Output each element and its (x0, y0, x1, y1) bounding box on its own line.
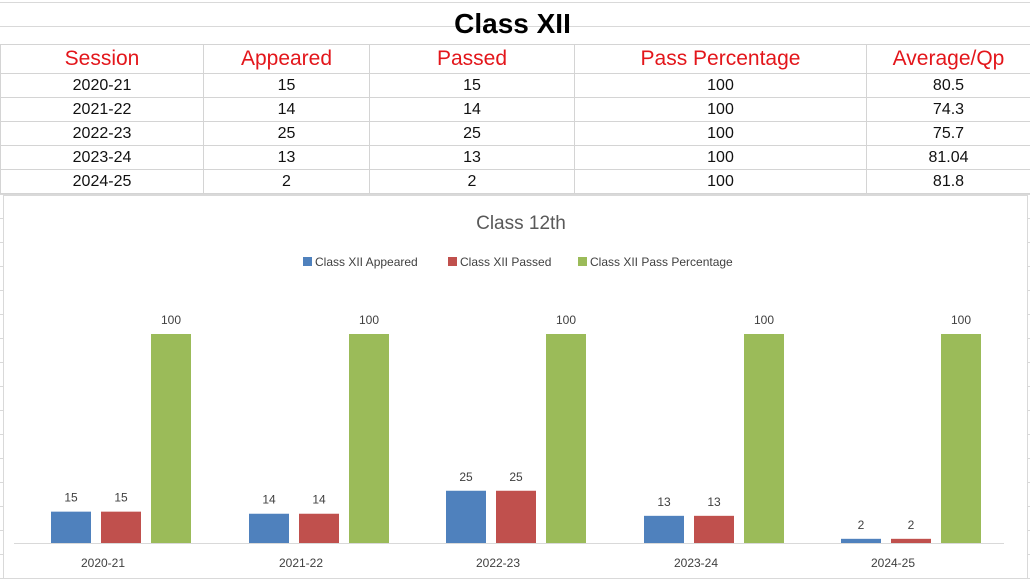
chart-bars (51, 334, 981, 543)
data-label-2020-21-series-3: 100 (161, 313, 181, 327)
table-row: 2024-25 2 2 100 81.8 (0, 169, 1030, 194)
bar-2022-23-series-1 (446, 490, 486, 543)
legend-swatch-2 (448, 257, 457, 266)
cell-average-qp: 75.7 (866, 121, 1030, 146)
chart-title: Class 12th (476, 213, 566, 234)
bar-2020-21-series-3 (151, 334, 191, 543)
bar-2020-21-series-1 (51, 511, 91, 543)
legend-label-1: Class XII Appeared (315, 255, 418, 269)
cell-average-qp: 80.5 (866, 73, 1030, 98)
bar-2023-24-series-3 (744, 334, 784, 543)
legend-label-3: Class XII Pass Percentage (590, 255, 733, 269)
bar-2024-25-series-1 (841, 538, 881, 543)
chart-x-axis: 2020-21 2021-22 2022-23 2023-24 2024-25 (14, 543, 1004, 570)
bar-2021-22-series-3 (349, 334, 389, 543)
bar-2022-23-series-3 (546, 334, 586, 543)
cell-pass-percentage: 100 (574, 145, 867, 170)
chart-area[interactable]: Class 12th Class XII Appeared Class XII P… (3, 195, 1028, 579)
data-label-2022-23-series-1: 25 (459, 470, 473, 484)
header-appeared: Appeared (203, 44, 370, 74)
table-row: 2020-21 15 15 100 80.5 (0, 73, 1030, 98)
data-label-2023-24-series-3: 100 (754, 313, 774, 327)
cell-session: 2021-22 (0, 97, 204, 122)
cell-passed: 15 (369, 73, 575, 98)
bar-2024-25-series-3 (941, 334, 981, 543)
data-label-2020-21-series-2: 15 (114, 491, 128, 505)
cell-session: 2023-24 (0, 145, 204, 170)
x-tick-label-2024-25: 2024-25 (871, 556, 915, 570)
data-label-2024-25-series-3: 100 (951, 313, 971, 327)
chart-legend: Class XII Appeared Class XII Passed Class … (303, 255, 733, 269)
data-label-2020-21-series-1: 15 (64, 491, 78, 505)
data-label-2024-25-series-1: 2 (858, 518, 865, 532)
bar-2023-24-series-1 (644, 515, 684, 543)
x-tick-label-2022-23: 2022-23 (476, 556, 520, 570)
table-row: 2022-23 25 25 100 75.7 (0, 121, 1030, 146)
cell-session: 2020-21 (0, 73, 204, 98)
table-row: 2021-22 14 14 100 74.3 (0, 97, 1030, 122)
cell-appeared: 15 (203, 73, 370, 98)
bar-2022-23-series-2 (496, 490, 536, 543)
results-table: Session Appeared Passed Pass Percentage … (0, 44, 1030, 194)
legend-swatch-1 (303, 257, 312, 266)
data-label-2021-22-series-2: 14 (312, 493, 326, 507)
legend-label-2: Class XII Passed (460, 255, 551, 269)
cell-appeared: 13 (203, 145, 370, 170)
cell-pass-percentage: 100 (574, 97, 867, 122)
table-row: 2023-24 13 13 100 81.04 (0, 145, 1030, 170)
cell-session: 2024-25 (0, 169, 204, 194)
cell-average-qp: 81.8 (866, 169, 1030, 194)
bar-2024-25-series-2 (891, 538, 931, 543)
header-pass-percentage: Pass Percentage (574, 44, 867, 74)
cell-appeared: 2 (203, 169, 370, 194)
data-label-2024-25-series-2: 2 (908, 518, 915, 532)
header-average-qp: Average/Qp (866, 44, 1030, 74)
bar-2023-24-series-2 (694, 515, 734, 543)
bar-2021-22-series-1 (249, 513, 289, 543)
cell-average-qp: 81.04 (866, 145, 1030, 170)
x-tick-label-2021-22: 2021-22 (279, 556, 323, 570)
bar-chart: Class 12th Class XII Appeared Class XII P… (14, 213, 1004, 570)
cell-appeared: 14 (203, 97, 370, 122)
header-passed: Passed (369, 44, 575, 74)
table-header-row: Session Appeared Passed Pass Percentage … (0, 44, 1030, 74)
bar-2020-21-series-2 (101, 511, 141, 543)
data-label-2021-22-series-1: 14 (262, 493, 276, 507)
x-tick-label-2023-24: 2023-24 (674, 556, 718, 570)
cell-passed: 14 (369, 97, 575, 122)
cell-passed: 13 (369, 145, 575, 170)
cell-average-qp: 74.3 (866, 97, 1030, 122)
data-label-2023-24-series-2: 13 (707, 495, 721, 509)
cell-pass-percentage: 100 (574, 73, 867, 98)
cell-passed: 2 (369, 169, 575, 194)
cell-pass-percentage: 100 (574, 169, 867, 194)
cell-session: 2022-23 (0, 121, 204, 146)
cell-appeared: 25 (203, 121, 370, 146)
data-label-2021-22-series-3: 100 (359, 313, 379, 327)
bar-2021-22-series-2 (299, 513, 339, 543)
data-label-2022-23-series-3: 100 (556, 313, 576, 327)
header-session: Session (0, 44, 204, 74)
data-label-2023-24-series-1: 13 (657, 495, 671, 509)
page-title: Class XII (454, 8, 571, 39)
chart-data-labels: 15 15 100 14 14 100 25 25 100 13 13 100 2 2 100 (64, 313, 971, 532)
data-label-2022-23-series-2: 25 (509, 470, 523, 484)
cell-pass-percentage: 100 (574, 121, 867, 146)
x-tick-label-2020-21: 2020-21 (81, 556, 125, 570)
cell-passed: 25 (369, 121, 575, 146)
legend-swatch-3 (578, 257, 587, 266)
